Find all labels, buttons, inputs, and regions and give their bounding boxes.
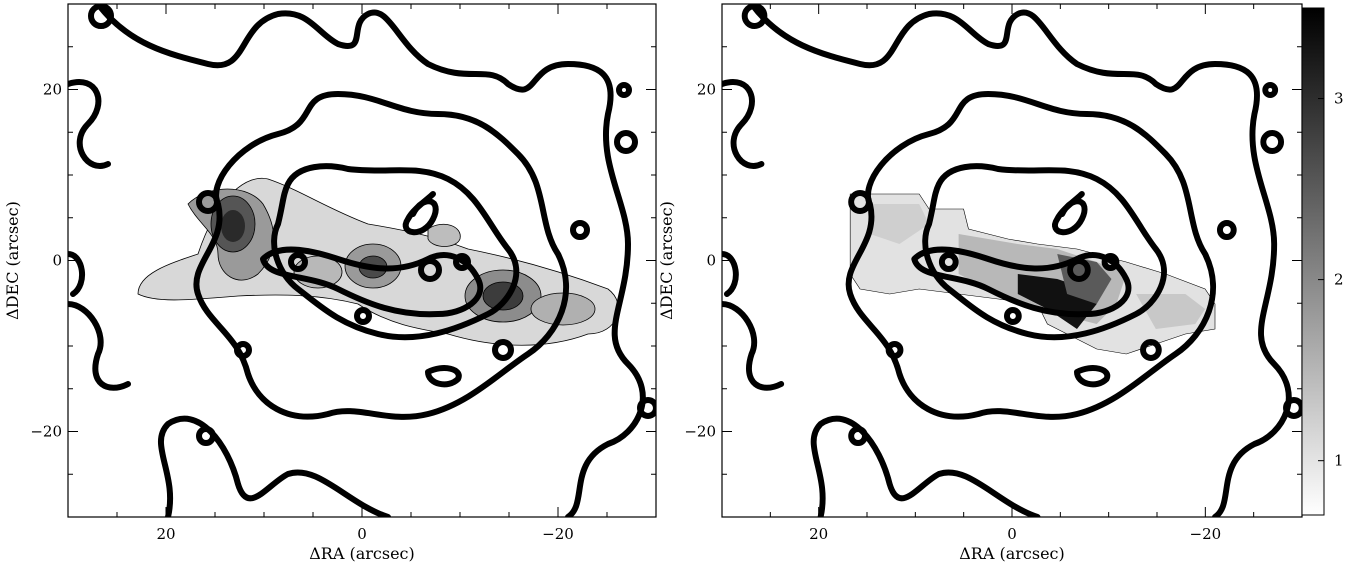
right-axes: 20 0 −20 20 0 −20 ΔRA (arcsec) ΔDEC (arcsec) [657,3,1303,563]
colorbar: 1 2 3 [1301,7,1344,516]
left-ytick-label: −20 [30,423,62,441]
right-ytick-label: 0 [706,252,716,270]
right-intensity-map [849,193,1216,355]
left-ytick-label: 0 [52,252,62,270]
colorbar-tick-label: 3 [1334,90,1344,108]
left-ylabel: ΔDEC (arcsec) [3,201,22,320]
left-xtick-label: 0 [357,525,367,543]
colorbar-tick-label: 2 [1334,271,1344,289]
right-xlabel: ΔRA (arcsec) [959,544,1065,563]
left-xlabel: ΔRA (arcsec) [309,544,415,563]
left-ytick-label: 20 [43,81,62,99]
left-xtick-label: 20 [156,525,175,543]
right-panel: 20 0 −20 20 0 −20 ΔRA (arcsec) ΔDEC (arcsec) 1 2… [657,3,1344,563]
left-panel: 20 0 −20 20 0 −20 ΔRA (arcsec) ΔDEC (arcsec) [3,3,657,563]
right-xtick-label: 0 [1007,525,1017,543]
left-intensity-map [137,177,619,346]
colorbar-tick-label: 1 [1334,452,1344,470]
right-ylabel: ΔDEC (arcsec) [657,201,676,320]
left-axes: 20 0 −20 20 0 −20 ΔRA (arcsec) ΔDEC (arcsec) [3,3,657,563]
right-ytick-label: −20 [684,423,716,441]
colorbar-gradient [1301,7,1325,516]
right-xtick-label: 20 [809,525,828,543]
left-xtick-label: −20 [542,525,574,543]
colorbar-ticks: 1 2 3 [1318,90,1344,470]
right-xtick-label: −20 [1190,525,1222,543]
right-ytick-label: 20 [697,81,716,99]
